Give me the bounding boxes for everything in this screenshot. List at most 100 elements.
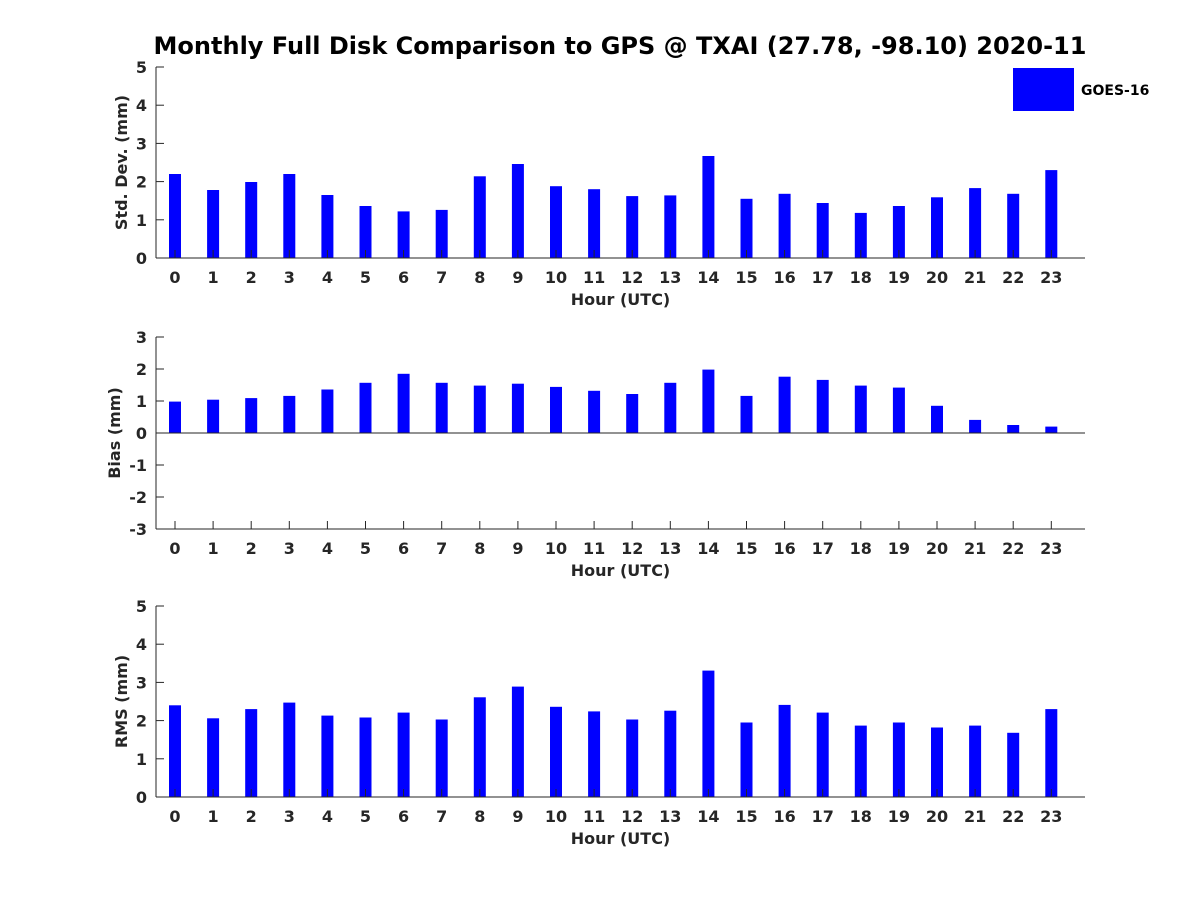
rms-bar-hour-23 [1045,709,1058,797]
bias-bar-hour-23 [1045,426,1058,433]
std-dev-x-tick-label: 8 [474,268,485,287]
bias-x-tick-label: 19 [888,539,910,558]
rms-x-tick-label: 17 [812,807,834,826]
bias-bar-hour-1 [207,399,220,433]
std-dev-bar-hour-6 [397,211,410,258]
rms-y-tick-label: 5 [136,597,147,616]
bias-bar-hour-4 [321,389,334,433]
std-dev-bar-hour-10 [550,186,562,258]
rms-y-axis-label: RMS (mm) [112,655,131,748]
rms-x-tick-label: 6 [398,807,409,826]
rms-bar-hour-17 [816,712,829,797]
std-dev-x-tick-label: 13 [659,268,681,287]
bias-bar-hour-10 [550,386,562,433]
bias-y-tick-label: 2 [136,360,147,379]
std-dev-x-tick-label: 17 [812,268,834,287]
bias-x-axis-label: Hour (UTC) [571,561,671,580]
bias-x-tick-label: 12 [621,539,643,558]
std-dev-bar-hour-19 [892,206,905,258]
bias-bar-hour-19 [892,387,905,433]
bias-x-tick-label: 11 [583,539,605,558]
rms-bar-hour-20 [931,727,943,797]
rms-bar-hour-10 [550,706,562,797]
bias-y-axis-label: Bias (mm) [105,387,124,479]
std-dev-bar-hour-0 [169,174,181,258]
bias-bar-hour-12 [626,394,639,433]
bias-x-tick-label: 22 [1002,539,1024,558]
std-dev-bar-hour-20 [931,197,943,258]
rms-bar-hour-9 [511,686,524,797]
rms-bar-hour-6 [397,712,410,797]
bias-bar-hour-14 [702,369,715,433]
rms-bar-hour-11 [588,711,601,797]
bias-y-tick-label: -2 [129,488,147,507]
bias-x-tick-label: 7 [436,539,447,558]
bias-bar-hour-18 [854,385,867,433]
rms-x-tick-label: 8 [474,807,485,826]
rms-x-tick-label: 11 [583,807,605,826]
bias-bar-hour-7 [435,382,448,433]
bias-x-tick-label: 4 [322,539,333,558]
std-dev-x-tick-label: 21 [964,268,986,287]
rms-x-tick-label: 15 [735,807,757,826]
rms-x-tick-label: 10 [545,807,567,826]
rms-x-tick-label: 22 [1002,807,1024,826]
rms-y-tick-label: 3 [136,673,147,692]
rms-x-tick-label: 12 [621,807,643,826]
std-dev-bar-hour-4 [321,195,334,258]
bias-x-tick-label: 17 [812,539,834,558]
rms-x-tick-label: 19 [888,807,910,826]
rms-bar-hour-13 [664,710,677,797]
rms-bar-hour-2 [245,709,258,797]
rms-y-tick-label: 0 [136,788,147,807]
std-dev-bar-hour-12 [626,196,639,258]
rms-y-tick-label: 1 [136,750,147,769]
std-dev-x-tick-label: 9 [512,268,523,287]
std-dev-x-tick-label: 11 [583,268,605,287]
std-dev-bar-hour-17 [816,203,829,258]
bias-bar-hour-13 [664,382,677,433]
rms-bar-hour-5 [359,717,372,797]
std-dev-bar-hour-9 [511,164,524,258]
bias-x-tick-label: 2 [246,539,257,558]
bias-y-tick-label: -1 [129,456,147,475]
std-dev-bar-hour-22 [1007,193,1020,258]
bias-bar-hour-15 [740,395,753,433]
rms-x-tick-label: 4 [322,807,333,826]
rms-x-tick-label: 5 [360,807,371,826]
rms-x-tick-label: 3 [284,807,295,826]
std-dev-bar-hour-13 [664,195,677,258]
rms-x-axis-label: Hour (UTC) [571,829,671,848]
rms-y-tick-label: 2 [136,712,147,731]
bias-x-tick-label: 16 [773,539,795,558]
std-dev-y-tick-label: 2 [136,173,147,192]
std-dev-bar-hour-8 [473,176,486,258]
bias-x-tick-label: 3 [284,539,295,558]
rms-x-tick-label: 2 [246,807,257,826]
std-dev-x-tick-label: 19 [888,268,910,287]
std-dev-y-axis-label: Std. Dev. (mm) [112,95,131,230]
rms-bar-hour-3 [283,702,296,797]
bias-bar-hour-21 [969,419,982,433]
bias-x-tick-label: 20 [926,539,948,558]
bias-x-tick-label: 14 [697,539,719,558]
rms-x-tick-label: 9 [512,807,523,826]
rms-x-tick-label: 16 [773,807,795,826]
bias-bar-hour-3 [283,395,296,433]
std-dev-bar-hour-23 [1045,170,1058,258]
std-dev-bar-hour-16 [778,193,791,258]
std-dev-x-tick-label: 20 [926,268,948,287]
rms-bar-hour-15 [740,722,753,797]
rms-bar-hour-19 [892,722,905,797]
std-dev-x-tick-label: 0 [169,268,180,287]
bias-bar-hour-16 [778,376,791,433]
std-dev-x-axis-label: Hour (UTC) [571,290,671,309]
bias-x-tick-label: 18 [850,539,872,558]
rms-bar-hour-18 [854,725,867,797]
rms-bar-hour-0 [169,705,181,797]
bias-bar-hour-2 [245,398,258,433]
std-dev-y-tick-label: 5 [136,58,147,77]
rms-bar-hour-22 [1007,732,1020,797]
bias-x-tick-label: 9 [512,539,523,558]
